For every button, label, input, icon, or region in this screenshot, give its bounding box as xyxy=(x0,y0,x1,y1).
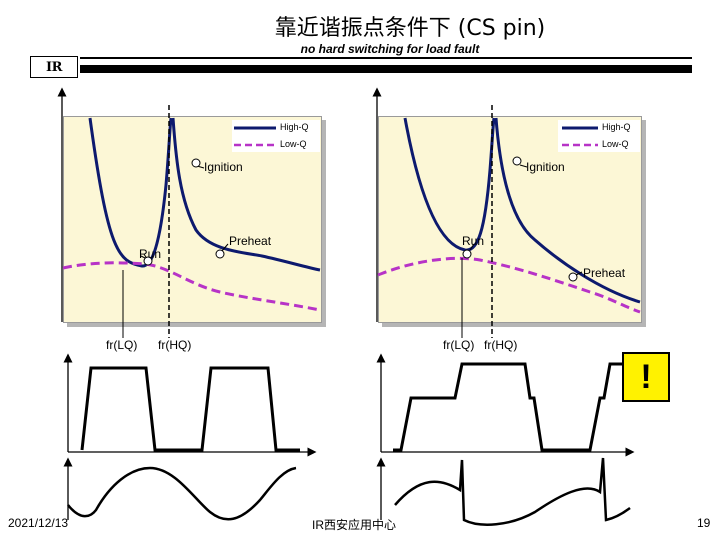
left-legend-box xyxy=(232,120,320,152)
right-preheat-marker xyxy=(568,272,578,282)
page-number: 19 xyxy=(697,516,711,530)
warning-symbol: ! xyxy=(640,357,652,396)
left-low-q-curve xyxy=(62,261,321,312)
left-run-label: Run xyxy=(139,247,162,261)
right-fr-lq-label: fr(LQ) xyxy=(443,338,475,352)
right-ignition-marker xyxy=(512,156,522,166)
logo-text: IR xyxy=(46,59,62,75)
right-fr-hq-label: fr(HQ) xyxy=(484,338,518,352)
warning-icon: ! xyxy=(622,352,670,402)
left-run-marker xyxy=(143,256,153,266)
right-legend-low-q: Low-Q xyxy=(602,139,629,149)
right-low-q-curve xyxy=(377,256,641,314)
page-subtitle: no hard switching for load fault xyxy=(300,42,480,56)
left-current-waveform xyxy=(67,466,297,521)
left-ignition-marker xyxy=(191,158,201,168)
left-fr-lq-label: fr(LQ) xyxy=(106,338,138,352)
right-ignition-label: Ignition xyxy=(526,160,565,174)
header-rule-thin xyxy=(80,57,692,59)
right-current-waveform xyxy=(394,457,631,526)
left-voltage-waveform xyxy=(80,366,300,452)
left-legend-low-q: Low-Q xyxy=(280,139,307,149)
footer-date: 2021/12/13 xyxy=(8,516,69,530)
right-voltage-waveform xyxy=(393,362,624,452)
right-preheat-label: Preheat xyxy=(583,266,626,280)
right-run-label: Run xyxy=(462,234,485,248)
left-fr-hq-label: fr(HQ) xyxy=(158,338,192,352)
right-run-marker xyxy=(462,249,472,259)
header-rule-thick xyxy=(80,65,692,73)
left-preheat-marker xyxy=(215,249,225,259)
right-legend-high-q: High-Q xyxy=(602,122,631,132)
left-ignition-label: Ignition xyxy=(204,160,243,174)
footer-center-text: IR西安应用中心 xyxy=(312,518,397,532)
ir-logo: IR xyxy=(30,56,78,78)
left-preheat-label: Preheat xyxy=(229,234,272,248)
page-title: 靠近谐振点条件下 (CS pin) xyxy=(274,16,546,41)
right-legend-box xyxy=(558,120,640,152)
left-legend-high-q: High-Q xyxy=(280,122,309,132)
